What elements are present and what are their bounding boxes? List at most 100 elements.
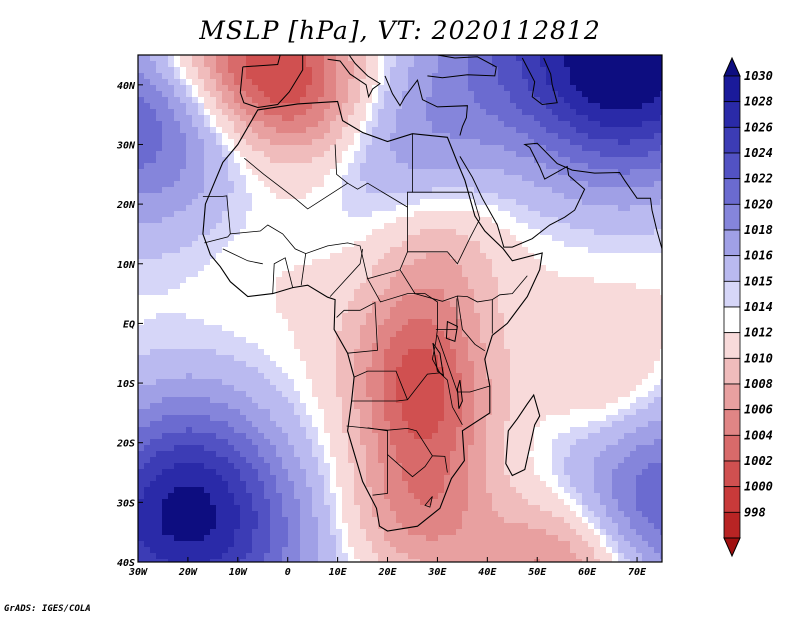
field-cell [144,79,151,86]
field-cell [180,265,187,272]
field-cell [408,295,415,302]
field-cell [348,163,355,170]
field-cell [276,385,283,392]
field-cell [138,199,145,206]
field-cell [366,247,373,254]
field-cell [144,73,151,80]
field-cell [582,187,589,194]
field-cell [456,277,463,284]
field-cell [276,79,283,86]
field-cell [204,253,211,260]
field-cell [636,331,643,338]
field-cell [324,169,331,176]
field-cell [606,343,613,350]
field-cell [354,355,361,362]
field-cell [162,235,169,242]
field-cell [492,247,499,254]
field-cell [222,379,229,386]
field-cell [252,391,259,398]
field-cell [594,157,601,164]
field-cell [528,277,535,284]
field-cell [252,265,259,272]
field-cell [426,241,433,248]
field-cell [582,127,589,134]
field-cell [612,187,619,194]
field-cell [192,379,199,386]
field-cell [612,121,619,128]
field-cell [516,85,523,92]
field-cell [222,97,229,104]
field-cell [600,373,607,380]
field-cell [138,331,145,338]
field-cell [414,211,421,218]
field-cell [624,331,631,338]
field-cell [234,133,241,140]
field-cell [498,205,505,212]
field-cell [204,73,211,80]
field-cell [288,337,295,344]
field-cell [498,385,505,392]
field-cell [306,343,313,350]
field-cell [240,391,247,398]
field-cell [648,205,655,212]
field-cell [348,181,355,188]
field-cell [402,205,409,212]
field-cell [660,211,662,218]
field-cell [240,331,247,338]
field-cell [570,115,577,122]
field-cell [156,349,163,356]
field-cell [612,193,619,200]
field-cell [366,67,373,74]
field-cell [636,223,643,230]
field-cell [552,271,559,278]
field-cell [588,127,595,134]
field-cell [516,97,523,104]
field-cell [258,247,265,254]
field-cell [300,247,307,254]
field-cell [330,145,337,152]
field-cell [558,367,565,374]
field-cell [516,217,523,224]
field-cell [234,199,241,206]
field-cell [576,145,583,152]
field-cell [150,337,157,344]
field-cell [204,361,211,368]
field-cell [252,181,259,188]
field-cell [288,97,295,104]
field-cell [486,307,493,314]
field-cell [216,85,223,92]
field-cell [312,337,319,344]
field-cell [360,301,367,308]
field-cell [150,361,157,368]
field-cell [210,163,217,170]
field-cell [324,67,331,74]
field-cell [372,145,379,152]
field-cell [324,115,331,122]
field-cell [156,61,163,68]
field-cell [138,295,145,302]
field-cell [366,103,373,110]
field-cell [288,313,295,320]
field-cell [618,241,625,248]
field-cell [570,73,577,80]
field-cell [312,67,319,74]
field-cell [642,187,649,194]
field-cell [342,67,349,74]
field-cell [156,295,163,302]
field-cell [438,187,445,194]
field-cell [468,265,475,272]
field-cell [390,337,397,344]
field-cell [504,247,511,254]
field-cell [558,355,565,362]
field-cell [438,151,445,158]
field-cell [216,367,223,374]
field-cell [258,277,265,284]
field-cell [510,85,517,92]
field-cell [372,235,379,242]
field-cell [564,355,571,362]
field-cell [168,217,175,224]
field-cell [300,289,307,296]
field-cell [438,67,445,74]
field-cell [282,85,289,92]
field-cell [330,301,337,308]
